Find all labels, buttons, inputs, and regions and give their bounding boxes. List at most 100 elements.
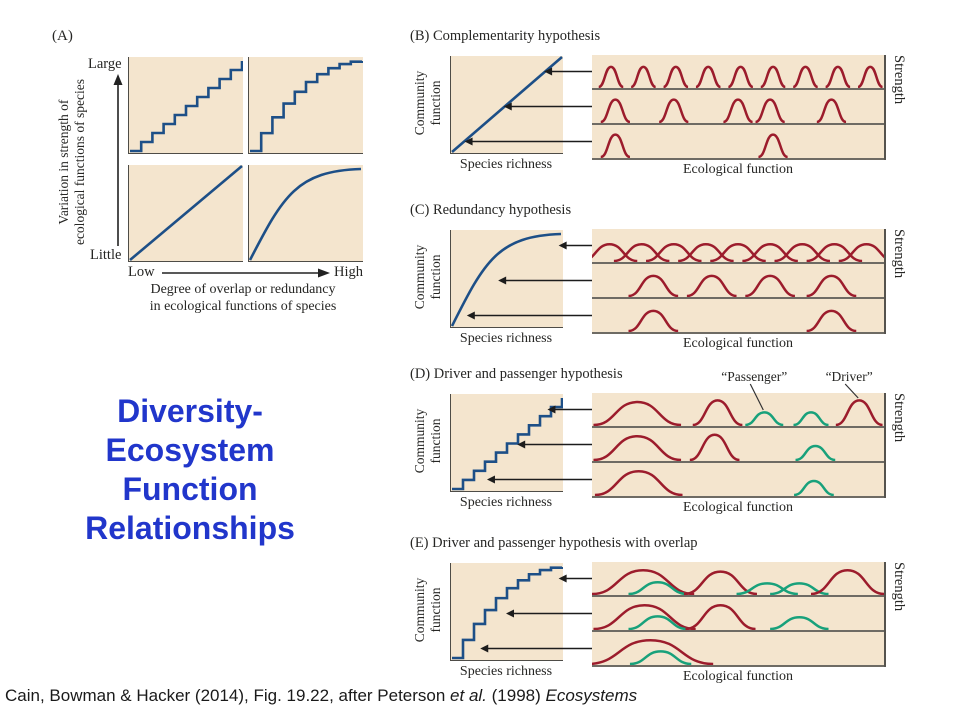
strip-right-border — [884, 55, 886, 160]
ecological-function-strips — [592, 562, 884, 667]
panel-a-y-bottom-label: Little — [90, 247, 122, 263]
panel-a-x-axis-arrow-icon — [162, 268, 330, 278]
panel-a-plot — [249, 167, 362, 261]
plot-x-axis-label: Species richness — [459, 331, 553, 346]
link-arrows — [464, 67, 592, 146]
strip-row-curves — [592, 568, 884, 595]
strip-x-axis-label: Ecological function — [682, 500, 794, 515]
annotation-label: “Driver” — [825, 369, 873, 384]
panel-a-plot-stair-linear — [128, 57, 243, 154]
panel-a-plot-saturating — [248, 165, 363, 262]
strip-row-curves — [593, 433, 836, 461]
hypothesis-title: (E) Driver and passenger hypothesis with… — [410, 535, 698, 551]
link-arrows — [466, 241, 592, 320]
panel-a-plot — [130, 61, 243, 153]
citation-journal: Ecosystems — [545, 686, 638, 705]
panel-a-x-right-label: High — [334, 264, 363, 280]
panel-a-y-axis-arrow-icon — [113, 74, 123, 246]
strength-axis-label: Strength — [891, 55, 907, 105]
plot-curve — [451, 56, 563, 153]
plot-curve — [452, 398, 563, 491]
slide-title-line4: Relationships — [85, 510, 295, 546]
plot-y-axis-label-line1: Community — [412, 70, 427, 136]
community-function-plot — [450, 230, 563, 328]
community-function-plot — [450, 563, 563, 661]
strip-row-curves — [592, 638, 714, 665]
hypothesis-panel-c: (C) Redundancy hypothesis Community func… — [400, 202, 960, 372]
plot-y-axis-label: Community function — [412, 386, 444, 496]
slide-title-line3: Function — [122, 471, 258, 507]
strip-row-curves — [598, 65, 884, 88]
strip-row-curves — [628, 309, 857, 332]
slide-title-line1: Diversity- — [117, 393, 263, 429]
plot-y-axis-label: Community function — [412, 48, 444, 158]
strip-row — [592, 393, 884, 428]
plot-y-axis-label-line1: Community — [412, 577, 427, 643]
link-arrows — [486, 405, 592, 484]
community-function-plot — [450, 394, 563, 492]
strip-row — [592, 90, 884, 125]
hypothesis-panel-e: (E) Driver and passenger hypothesis with… — [400, 535, 960, 705]
plot-y-axis-label: Community function — [412, 555, 444, 665]
panel-a-x-axis-label-line1: Degree of overlap or redundancy — [150, 282, 336, 297]
ecological-function-strips — [592, 393, 884, 498]
panel-a-x-axis-label-line2: in ecological functions of species — [149, 298, 337, 314]
hypothesis-panel-d: (D) Driver and passenger hypothesis Comm… — [400, 366, 960, 536]
panel-a-plot — [250, 60, 363, 153]
citation: Cain, Bowman & Hacker (2014), Fig. 19.22… — [5, 686, 637, 706]
ecological-function-strips — [592, 55, 884, 160]
strip-right-border — [884, 393, 886, 498]
panel-a-x-axis-label: Degree of overlap or redundancy in ecolo… — [98, 282, 388, 315]
panel-a-label: (A) — [52, 28, 73, 44]
panel-a-plot — [129, 165, 243, 261]
panel-a: (A) Variation in strength of ecological … — [30, 14, 395, 344]
strip-row-curves — [593, 399, 883, 426]
strip-row-curves — [600, 98, 847, 123]
plot-curve — [452, 566, 563, 660]
slide-title: Diversity- Ecosystem Function Relationsh… — [60, 392, 320, 548]
strip-row — [592, 125, 884, 160]
strip-row-curves — [592, 242, 884, 262]
community-function-plot — [450, 56, 563, 154]
annotation-pointer-lines — [749, 383, 859, 411]
strip-row — [592, 264, 884, 299]
strip-x-axis-label: Ecological function — [682, 162, 794, 177]
plot-x-axis-label: Species richness — [459, 495, 553, 510]
strip-row — [592, 428, 884, 463]
strip-row — [592, 632, 884, 667]
link-arrows — [480, 574, 592, 653]
strip-x-axis-label: Ecological function — [682, 669, 794, 684]
slide-title-line2: Ecosystem — [105, 432, 275, 468]
plot-y-axis-label-line1: Community — [412, 244, 427, 310]
plot-y-axis-label-line2: function — [428, 254, 443, 300]
panel-a-plot-stair-saturating — [248, 57, 363, 154]
strip-row — [592, 463, 884, 498]
plot-y-axis-label-line2: function — [428, 418, 443, 464]
citation-text2: (1998) — [486, 686, 546, 705]
strength-axis-label: Strength — [891, 562, 907, 612]
strip-row — [592, 562, 884, 597]
ecological-function-strips — [592, 229, 884, 334]
hypothesis-title: (D) Driver and passenger hypothesis — [410, 366, 623, 382]
plot-y-axis-label: Community function — [412, 222, 444, 332]
strip-row-curves — [600, 133, 789, 158]
hypothesis-title: (B) Complementarity hypothesis — [410, 28, 601, 44]
hypothesis-title: (C) Redundancy hypothesis — [410, 202, 572, 218]
strip-right-border — [884, 229, 886, 334]
plot-x-axis-label: Species richness — [459, 157, 553, 172]
hypothesis-panel-b: (B) Complementarity hypothesis Community… — [400, 28, 960, 198]
panel-a-y-top-label: Large — [88, 56, 122, 72]
strip-row-curves — [593, 603, 829, 630]
plot-x-axis-label: Species richness — [459, 664, 553, 679]
annotation-label: “Passenger” — [721, 369, 788, 384]
plot-curve — [451, 232, 562, 327]
plot-y-axis-label-line2: function — [428, 80, 443, 126]
strip-row — [592, 55, 884, 90]
strip-right-border — [884, 562, 886, 667]
strength-axis-label: Strength — [891, 393, 907, 443]
citation-text1: Cain, Bowman & Hacker (2014), Fig. 19.22… — [5, 686, 451, 705]
strength-axis-label: Strength — [891, 229, 907, 279]
plot-y-axis-label-line1: Community — [412, 408, 427, 474]
